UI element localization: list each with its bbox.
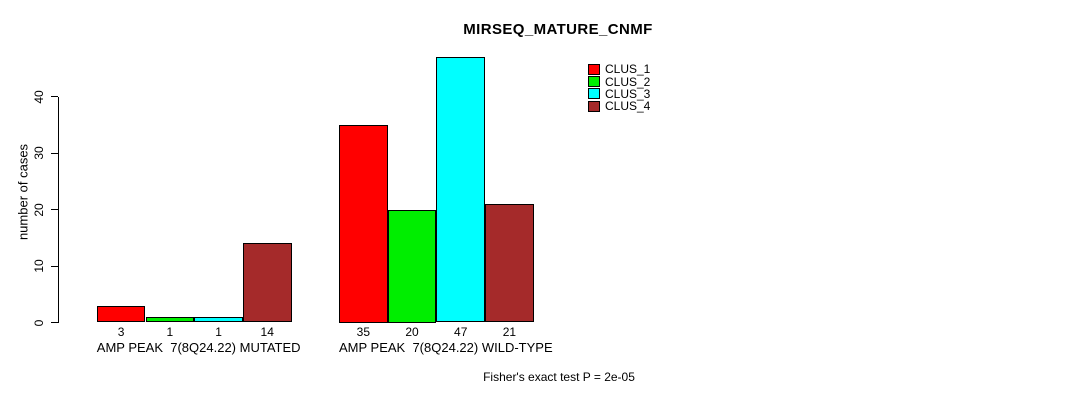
bar-clus_3-group2 bbox=[436, 56, 486, 323]
y-axis-line bbox=[57, 96, 59, 323]
y-axis-tick bbox=[50, 152, 58, 154]
bar-value-label: 3 bbox=[117, 325, 125, 339]
legend-item-clus_2: CLUS_2 bbox=[588, 74, 651, 89]
bar-clus_1-group1 bbox=[96, 305, 146, 323]
legend-swatch-icon bbox=[588, 63, 600, 75]
bar-clus_4-group2 bbox=[485, 203, 534, 323]
legend-swatch-icon bbox=[588, 88, 600, 100]
legend-label: CLUS_4 bbox=[605, 99, 651, 114]
bar-value-label: 1 bbox=[215, 325, 222, 339]
bar-value-label: 47 bbox=[454, 325, 468, 339]
bar-value-label: 21 bbox=[502, 325, 517, 339]
legend-label: CLUS_1 bbox=[605, 62, 651, 77]
legend-item-clus_4: CLUS_4 bbox=[588, 99, 651, 114]
y-axis-tick bbox=[50, 209, 58, 210]
legend-swatch-icon bbox=[588, 76, 600, 88]
y-axis-tick-label: 30 bbox=[32, 146, 46, 160]
y-axis-tick-label: 10 bbox=[32, 259, 46, 273]
bar-value-label: 20 bbox=[405, 325, 419, 339]
bar-clus_3-group1 bbox=[194, 316, 243, 323]
bar-value-label: 1 bbox=[166, 325, 174, 339]
legend-label: CLUS_3 bbox=[605, 86, 651, 101]
category-label: AMP PEAK 7(8Q24.22) MUTATED bbox=[96, 340, 301, 355]
bar-clus_4-group1 bbox=[242, 243, 292, 323]
category-label: AMP PEAK 7(8Q24.22) WILD-TYPE bbox=[339, 340, 553, 355]
legend-label: CLUS_2 bbox=[605, 74, 651, 89]
y-axis-label: number of cases bbox=[15, 143, 31, 241]
y-axis-tick-label: 0 bbox=[32, 319, 46, 326]
y-axis-tick-label: 20 bbox=[32, 202, 46, 217]
bar-clus_2-group2 bbox=[387, 209, 437, 323]
y-axis-tick bbox=[50, 96, 58, 97]
fisher-test-annotation: Fisher's exact test P = 2e-05 bbox=[483, 370, 635, 384]
bar-clus_2-group1 bbox=[145, 316, 195, 323]
bar-value-label: 14 bbox=[260, 325, 274, 339]
bar-clus_1-group2 bbox=[339, 124, 388, 323]
bar-value-label: 35 bbox=[356, 325, 371, 339]
chart-title: MIRSEQ_MATURE_CNMF bbox=[463, 21, 653, 38]
legend: CLUS_1 CLUS_2 CLUS_3 CLUS_4 bbox=[588, 62, 651, 114]
y-axis-tick bbox=[50, 322, 58, 323]
legend-item-clus_1: CLUS_1 bbox=[588, 62, 651, 77]
y-axis-tick bbox=[50, 265, 58, 267]
legend-swatch-icon bbox=[588, 100, 600, 112]
legend-item-clus_3: CLUS_3 bbox=[588, 86, 651, 101]
y-axis-tick-label: 40 bbox=[32, 89, 46, 104]
